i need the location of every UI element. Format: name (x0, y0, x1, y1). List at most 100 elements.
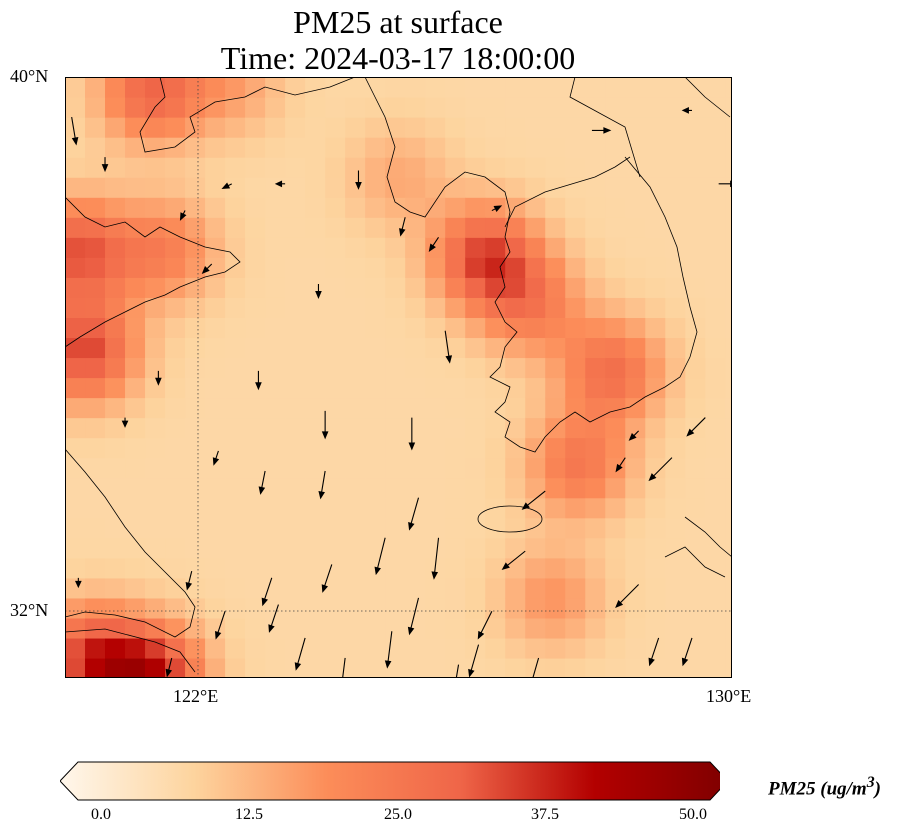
pm25-cell (585, 597, 606, 619)
pm25-cell (485, 517, 506, 539)
pm25-cell (185, 437, 206, 459)
pm25-cell (85, 477, 106, 499)
pm25-cell (565, 277, 586, 298)
pm25-cell (445, 597, 466, 619)
pm25-cell (405, 257, 426, 278)
pm25-cell (205, 337, 226, 359)
pm25-cell (165, 577, 186, 599)
pm25-cell (465, 457, 486, 479)
pm25-cell (305, 637, 326, 659)
pm25-cell (205, 237, 226, 258)
pm25-cell (365, 317, 386, 339)
pm25-cell (565, 357, 586, 379)
pm25-cell (65, 77, 86, 98)
wind-arrow (294, 637, 306, 671)
pm25-cell (65, 297, 86, 318)
pm25-cell (145, 657, 166, 678)
pm25-cell (485, 597, 506, 619)
coastline-liaodong (139, 77, 511, 238)
pm25-cell (445, 457, 466, 479)
pm25-cell (585, 397, 606, 419)
pm25-cell (125, 417, 146, 439)
pm25-cell (565, 177, 586, 198)
pm25-cell (565, 337, 586, 359)
wind-arrow (274, 180, 286, 188)
wind-arrow (615, 457, 626, 473)
wind-vectors (71, 107, 732, 678)
pm25-cell (445, 97, 466, 118)
coastline-korea-west (489, 156, 698, 453)
pm25-cell (465, 617, 486, 639)
pm25-cell (265, 137, 286, 158)
pm25-cell (665, 257, 686, 278)
pm25-cell (185, 337, 206, 359)
coastline-shandong (65, 196, 241, 348)
pm25-cell (265, 197, 286, 218)
pm25-cell (545, 397, 566, 419)
pm25-cell (105, 477, 126, 499)
pm25-cell (85, 177, 106, 198)
pm25-cell (505, 257, 526, 278)
pm25-cell (725, 117, 732, 138)
pm25-cell (285, 457, 306, 479)
pm25-cell (725, 337, 732, 359)
wind-arrow (615, 584, 640, 609)
pm25-cell (85, 217, 106, 238)
pm25-cell (405, 557, 426, 579)
pm25-cell (245, 377, 266, 399)
pm25-cell (525, 537, 546, 559)
pm25-cell (625, 277, 646, 298)
colorbar-label: PM25 (ug/m3) (768, 774, 881, 800)
pm25-cell (425, 317, 446, 339)
pm25-cell (105, 617, 126, 639)
wind-arrow (121, 417, 129, 428)
pm25-cell (185, 217, 206, 238)
pm25-cell (485, 577, 506, 599)
pm25-cell (285, 277, 306, 298)
wind-arrow (315, 284, 322, 299)
pm25-cell (465, 577, 486, 599)
pm25-cell (685, 457, 706, 479)
pm25-cell (685, 397, 706, 419)
pm25-cell (585, 177, 606, 198)
pm25-cell (285, 597, 306, 619)
pm25-cell (705, 397, 726, 419)
pm25-cell (705, 437, 726, 459)
pm25-cell (545, 377, 566, 399)
pm25-cell (345, 337, 366, 359)
colorbar-tick: 12.5 (235, 806, 263, 823)
pm25-cell (65, 157, 86, 178)
pm25-cell (685, 137, 706, 158)
pm25-cell (585, 297, 606, 318)
pm25-cell (405, 317, 426, 339)
pm25-cell (685, 197, 706, 218)
pm25-cell (225, 197, 246, 218)
pm25-cell (485, 137, 506, 158)
pm25-cell (125, 357, 146, 379)
pm25-cell (245, 337, 266, 359)
map-title: PM25 at surface (293, 4, 503, 40)
pm25-cell (225, 537, 246, 559)
pm25-cell (645, 257, 666, 278)
pm25-cell (265, 217, 286, 238)
pm25-cell (465, 377, 486, 399)
pm25-cell (185, 317, 206, 339)
pm25-cell (125, 237, 146, 258)
pm25-cell (325, 457, 346, 479)
pm25-cell (425, 597, 446, 619)
pm25-cell (525, 197, 546, 218)
pm25-cell (245, 597, 266, 619)
pm25-cell (545, 437, 566, 459)
pm25-cell (205, 497, 226, 519)
pm25-cell (485, 117, 506, 138)
lat-tick-32n: 32°N (10, 600, 49, 620)
pm25-cell (265, 377, 286, 399)
pm25-cell (165, 537, 186, 559)
pm25-cell (185, 157, 206, 178)
pm25-cell (645, 197, 666, 218)
pm25-cell (505, 377, 526, 399)
pm25-cell (345, 497, 366, 519)
pm25-cell (605, 417, 626, 439)
pm25-cell (165, 297, 186, 318)
pm25-cell (705, 237, 726, 258)
